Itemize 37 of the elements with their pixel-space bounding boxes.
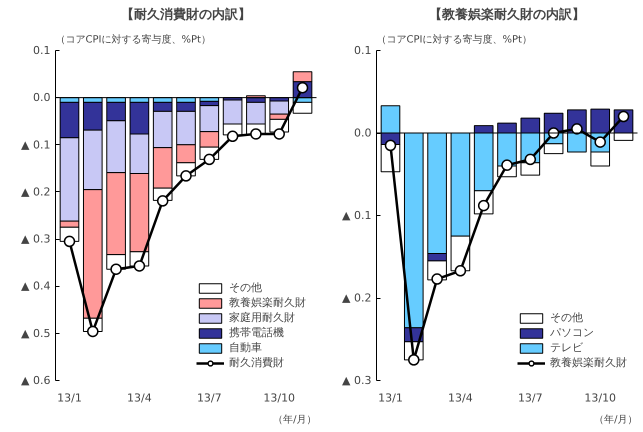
- y-tick-label: 0.0: [354, 126, 372, 140]
- y-tick-label: ▲ 0.2: [342, 292, 372, 304]
- chart-title: 【耐久消費財の内訳】: [121, 6, 251, 22]
- x-tick-label: 13/1: [378, 392, 403, 404]
- y-tick-label: ▲ 0.1: [342, 209, 372, 222]
- legend-label: 携帯電話機: [229, 325, 284, 340]
- legend-label: 教養娯楽耐久財: [550, 355, 627, 370]
- legend-label: 家庭用耐久財: [229, 310, 295, 325]
- chart-title: 【教養娯楽耐久財の内訳】: [429, 6, 585, 22]
- y-tick-label: ▲ 0.2: [21, 185, 51, 198]
- chart-subtitle: （コアCPIに対する寄与度、%Pt）: [56, 34, 211, 46]
- legend-label: 教養娯楽耐久財: [229, 295, 306, 310]
- x-tick-label: 13/4: [127, 392, 152, 404]
- y-tick-label: ▲ 0.3: [342, 374, 372, 387]
- text: （年/月）: [273, 414, 317, 426]
- x-tick-label: 13/10: [263, 392, 296, 404]
- y-tick-label: 0.0: [33, 91, 51, 104]
- legend-label: その他: [550, 310, 583, 325]
- x-tick-label: 13/10: [584, 392, 616, 404]
- y-tick-label: 0.1: [33, 44, 51, 57]
- y-tick-label: 0.1: [354, 44, 372, 57]
- legend-label: テレビ: [550, 340, 583, 355]
- x-tick-label: 13/1: [57, 392, 82, 404]
- legend-label: その他: [229, 280, 262, 295]
- legend-label: 耐久消費財: [229, 355, 284, 370]
- x-tick-label: 13/4: [448, 392, 473, 404]
- x-tick-label: 13/7: [196, 392, 222, 404]
- y-tick-label: ▲ 0.4: [21, 280, 51, 293]
- y-tick-label: ▲ 0.1: [21, 138, 51, 152]
- text: （年/月）: [594, 414, 638, 426]
- chart-subtitle: （コアCPIに対する寄与度、%Pt）: [376, 34, 532, 46]
- legend-label: 自動車: [229, 340, 262, 355]
- x-tick-label: 13/7: [518, 392, 543, 404]
- y-tick-label: ▲ 0.3: [21, 232, 51, 246]
- y-tick-label: ▲ 0.6: [21, 374, 51, 387]
- y-tick-label: ▲ 0.5: [21, 326, 51, 340]
- legend-label: パソコン: [550, 325, 594, 340]
